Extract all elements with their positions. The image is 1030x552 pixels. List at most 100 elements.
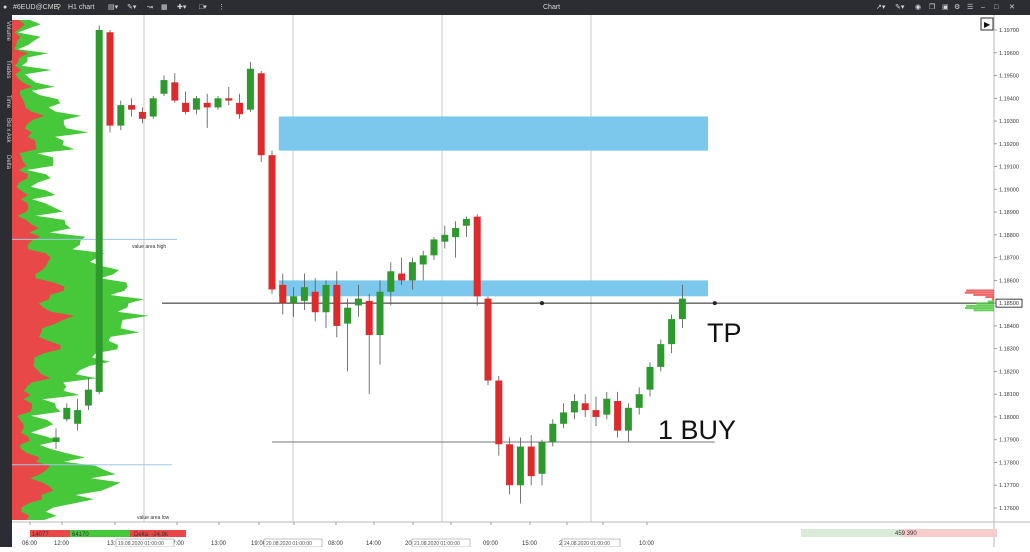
volume-profile [12,20,177,520]
right-profile-bar [973,293,994,296]
candle-body [527,446,535,477]
window-icon[interactable]: □▾ [199,4,207,11]
time-tick-label: 13:00 [107,541,123,547]
right-profile-bar [985,296,994,299]
candle-body [538,441,546,474]
price-tick-label: 1.17700 [999,483,1019,489]
price-tick-label: 1.18900 [999,210,1019,216]
copy-icon[interactable]: ❐ [929,4,936,11]
candle-body [311,291,319,313]
tab-delta[interactable]: Delta [5,155,11,170]
chart-area[interactable]: 1.19700 1.19600 1.19500 1.19400 1.19300 1.192… [12,15,1030,548]
candle-body [149,98,157,117]
pencil-icon[interactable]: ✎▾ [127,4,137,11]
candle [214,96,222,110]
candle [506,437,514,495]
candle [452,221,460,258]
tab-time[interactable]: Time [5,95,11,109]
price-tick-label: 1.19100 [999,165,1019,171]
tab-trades[interactable]: Trades [5,60,11,79]
camera-icon[interactable]: ◉ [915,4,922,11]
candle [290,287,298,317]
time-axis[interactable]: 06:0012:0013:0007:0013:0019:0002:0008:00… [22,522,655,548]
value-area-high-label: value area high [132,244,166,250]
ask-volume: 14077 [32,532,49,538]
crosshair-icon[interactable]: ✚▾ [177,4,187,11]
candle-body [462,218,470,226]
candle-body [614,401,622,431]
candle [614,391,622,438]
candle [646,362,654,397]
price-tick-label: 1.18000 [999,415,1019,421]
candle-body [257,73,265,156]
candle [354,284,362,317]
candle [117,100,125,131]
candle [570,394,578,420]
scroll-end-button[interactable]: ▶ [980,17,994,31]
candle-body [452,228,460,238]
candle [149,96,157,119]
profile-ask-volume [12,20,75,520]
symbol-selector[interactable]: #6EUD@CME [13,4,59,11]
maximize-icon[interactable]: □ [994,4,999,11]
draw-tool-icon[interactable]: ↗▾ [876,4,886,11]
profile-bid-volume [12,20,149,520]
candle [516,437,524,504]
tab-volume[interactable]: Volume [5,21,11,42]
scroll-end-icon[interactable]: ▶ [984,20,991,29]
candle [225,86,233,106]
candle-body [192,98,200,110]
timeframe-selector[interactable]: H1 chart [68,4,95,11]
templates-icon[interactable]: ▦ [161,4,168,11]
indicators-icon[interactable]: ↝ [147,4,153,11]
brush-icon[interactable]: ✎▾ [895,4,905,11]
price-marker [540,301,544,306]
price-chart[interactable]: 1.19700 1.19600 1.19500 1.19400 1.19300 1.192… [12,15,1030,548]
window-title: Chart [543,4,561,11]
lock-icon[interactable]: ▣ [942,4,949,11]
candle-body [549,423,557,442]
candle-body [160,80,168,94]
right-profile-bar [966,304,994,307]
candle-body [182,102,190,112]
date-stamp-label: 21.08.2020 01:00:00 [414,541,460,547]
search-icon[interactable]: ⚲ [56,4,62,11]
close-icon[interactable]: ✕ [1009,4,1015,11]
bid-volume: 64170 [72,532,89,538]
candle-body [635,394,643,408]
candle [473,214,481,306]
candle [63,403,71,422]
right-profile-bar [973,309,994,312]
candle [236,93,244,119]
candle-body [290,296,298,304]
candle [203,93,211,128]
candle-body [646,366,654,390]
candle [257,70,265,163]
candle-body [171,82,179,101]
tab-bid-ask[interactable]: Bid x Ask [5,118,11,143]
candle-body [387,271,395,292]
chart-toolbar: ● #6EUD@CME ⚲ H1 chart ▤▾ ✎▾ ↝ ▦ ✚▾ □▾ ⋮… [0,0,1030,15]
candle [74,398,82,431]
candles [52,25,686,504]
candle-body [95,30,103,392]
more-icon[interactable]: ⋮ [218,4,225,11]
candle-body [214,98,222,108]
buy-annotation: 1 BUY [658,415,737,445]
time-tick-label: 09:00 [483,541,499,547]
candle [344,298,352,372]
zone-rect [278,280,708,297]
candle-body [84,389,92,406]
minimize-icon[interactable]: – [981,4,985,11]
chart-type-icon[interactable]: ▤▾ [108,4,119,11]
price-tick-label: 1.18100 [999,392,1019,398]
candle [365,294,373,395]
price-tick-label: 1.18400 [999,324,1019,330]
settings-icon[interactable]: ⚙ [954,4,961,11]
price-levels [162,301,994,443]
side-panel: Volume Trades Time Bid x Ask Delta [0,15,12,547]
candle-body [333,284,341,326]
candle-body [678,298,686,320]
price-axis[interactable]: 1.19700 1.19600 1.19500 1.19400 1.19300 1.192… [994,28,1023,512]
list-icon[interactable]: ☰ [967,4,974,11]
